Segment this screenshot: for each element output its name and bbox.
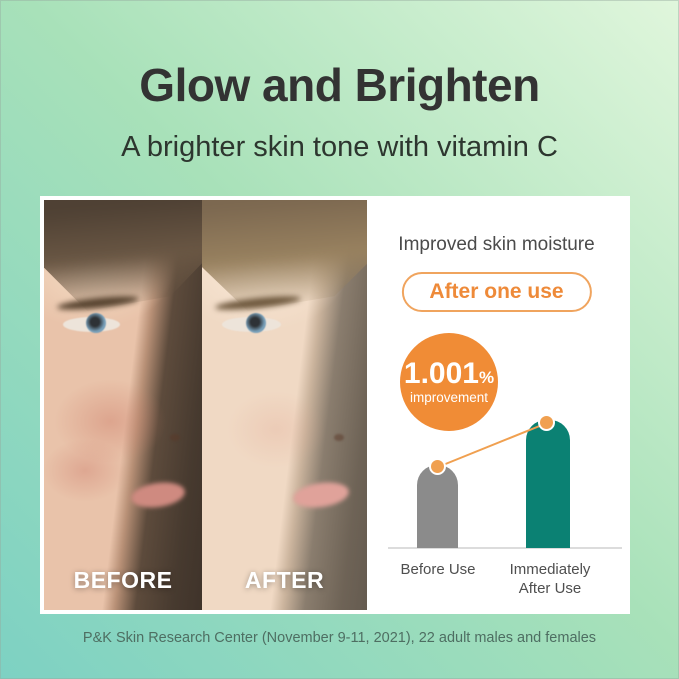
after-photo: AFTER — [202, 200, 367, 610]
eye-shape — [62, 312, 120, 333]
bar-after-use — [526, 420, 570, 548]
eye-shape — [221, 312, 282, 333]
iris-shape — [245, 312, 266, 333]
hair-shape — [44, 200, 202, 311]
iris-shape — [85, 312, 106, 333]
after-label: AFTER — [244, 567, 325, 593]
improvement-stat-circle: 1.001% improvement — [400, 333, 498, 431]
stat-caption: improvement — [409, 390, 489, 405]
chart-title: Improved skin moisture — [398, 234, 595, 255]
data-point-before — [429, 458, 446, 475]
nostril-shape — [333, 433, 344, 441]
lips-shape — [291, 479, 351, 511]
chart-baseline — [388, 547, 622, 549]
data-point-after — [538, 414, 555, 431]
stat-percent-sign: % — [478, 368, 495, 387]
page-title: Glow and Brighten — [139, 59, 540, 111]
stat-value: 1.001 — [403, 357, 479, 390]
bar-before-use — [417, 465, 458, 548]
bar-label-before: Before Use — [400, 561, 476, 578]
stat-value-row: 1.001% — [404, 359, 494, 389]
after-one-use-badge: After one use — [401, 272, 592, 312]
nostril-shape — [169, 433, 180, 441]
lips-shape — [129, 479, 187, 511]
comparison-card: BEFORE AFTER Improved skin moisture Afte… — [40, 196, 630, 614]
study-footnote: P&K Skin Research Center (November 9-11,… — [82, 630, 597, 646]
bar-label-after: Immediately After Use — [509, 561, 591, 597]
before-label: BEFORE — [73, 567, 173, 593]
before-photo: BEFORE — [44, 200, 202, 610]
page-subtitle: A brighter skin tone with vitamin C — [121, 131, 558, 163]
moisture-chart-panel: Improved skin moisture After one use 1.0… — [367, 200, 626, 610]
hair-shape — [202, 200, 367, 311]
